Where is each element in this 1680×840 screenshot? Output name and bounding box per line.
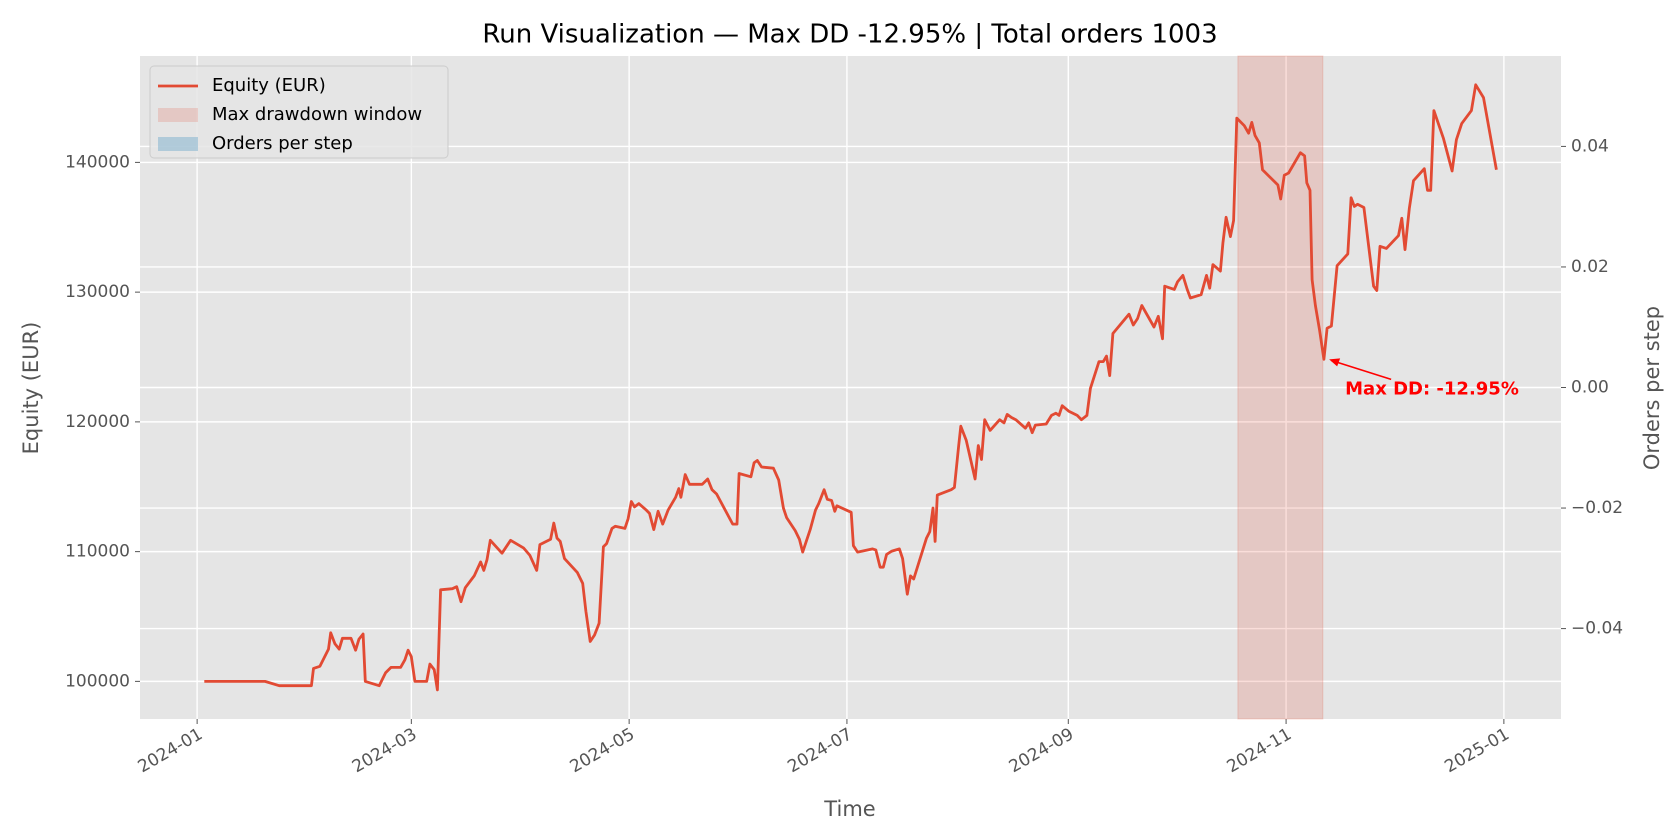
x-tick-label: 2024-09 xyxy=(1006,724,1078,777)
x-tick-label: 2024-05 xyxy=(567,724,639,777)
legend-label: Max drawdown window xyxy=(212,104,422,125)
y-tick-label: 130000 xyxy=(65,282,130,302)
y2-tick-label: −0.02 xyxy=(1571,498,1623,518)
legend-label: Orders per step xyxy=(212,133,353,154)
y2-tick-label: −0.04 xyxy=(1571,619,1623,639)
x-tick-label: 2024-11 xyxy=(1224,724,1296,777)
y2-tick-label: 0.00 xyxy=(1571,378,1609,398)
annotation-arrow xyxy=(1330,359,1392,381)
y-tick-label: 140000 xyxy=(65,152,130,172)
equity-line xyxy=(204,83,1498,692)
y2-tick-label: 0.04 xyxy=(1571,136,1609,156)
drawdown-window xyxy=(1237,55,1324,720)
y-tick-label: 110000 xyxy=(65,542,130,562)
legend-swatch xyxy=(158,137,198,151)
x-tick-label: 2024-07 xyxy=(784,724,856,777)
annotation-arrowhead xyxy=(1329,358,1341,367)
x-axis-label: Time xyxy=(823,797,875,821)
legend-box xyxy=(149,65,449,159)
y-tick-label: 100000 xyxy=(65,671,130,691)
chart-title: Run Visualization — Max DD -12.95% | Tot… xyxy=(482,20,1217,50)
y-tick-label: 120000 xyxy=(65,412,130,432)
legend-label: Equity (EUR) xyxy=(212,75,326,96)
legend-swatch xyxy=(158,108,198,122)
x-tick-label: 2024-03 xyxy=(349,724,421,777)
y2-tick-label: 0.02 xyxy=(1571,257,1609,277)
x-tick-label: 2025-01 xyxy=(1441,724,1513,777)
y-axis-label: Equity (EUR) xyxy=(19,322,43,455)
y2-axis-label: Orders per step xyxy=(1640,306,1664,470)
annotation-text: Max DD: -12.95% xyxy=(1345,378,1519,399)
x-tick-label: 2024-01 xyxy=(135,724,207,777)
